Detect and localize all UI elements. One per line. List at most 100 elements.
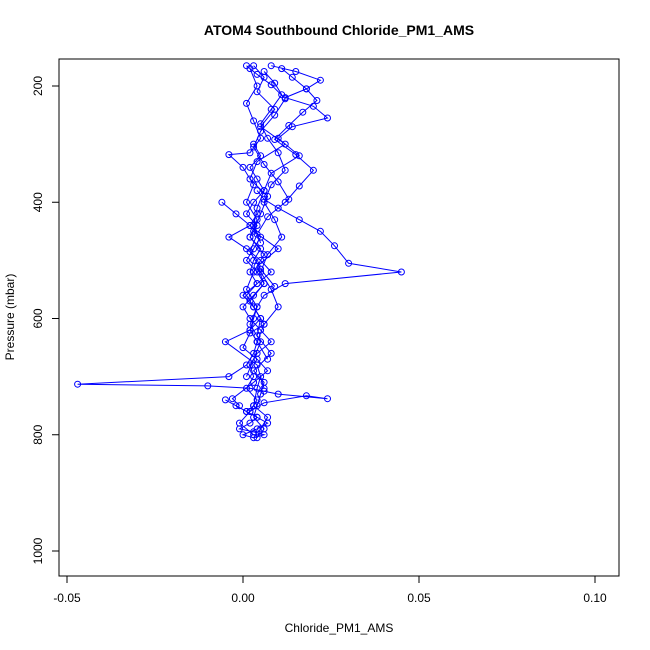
data-point bbox=[295, 182, 303, 190]
data-point bbox=[264, 355, 272, 363]
data-point bbox=[243, 198, 250, 206]
data-point bbox=[264, 213, 272, 221]
data-point bbox=[253, 210, 261, 218]
plot-area bbox=[74, 62, 405, 442]
data-point bbox=[271, 79, 279, 87]
series-line bbox=[273, 68, 318, 203]
data-point bbox=[250, 373, 258, 381]
data-point bbox=[292, 151, 300, 159]
data-point bbox=[246, 419, 254, 427]
data-point bbox=[281, 198, 289, 206]
series-line bbox=[249, 190, 402, 343]
data-point bbox=[278, 65, 286, 73]
data-point bbox=[274, 390, 282, 398]
data-point bbox=[271, 283, 279, 290]
data-point bbox=[260, 198, 268, 206]
data-point bbox=[246, 408, 254, 415]
plot-frame bbox=[58, 58, 620, 577]
data-point bbox=[267, 81, 275, 89]
series-line bbox=[224, 143, 265, 389]
data-point bbox=[243, 384, 250, 392]
data-point bbox=[243, 291, 250, 299]
y-tick-label: 800 bbox=[31, 424, 45, 444]
data-point bbox=[260, 320, 268, 328]
data-point bbox=[250, 143, 258, 151]
data-point bbox=[309, 166, 317, 174]
data-point bbox=[243, 408, 250, 415]
data-point bbox=[225, 151, 233, 159]
series-6 bbox=[225, 65, 268, 381]
data-point bbox=[246, 175, 254, 183]
data-point bbox=[302, 85, 310, 93]
x-tick-label: -0.05 bbox=[53, 591, 81, 605]
data-point bbox=[253, 396, 261, 404]
y-tick-label: 1000 bbox=[31, 537, 45, 564]
data-point bbox=[204, 382, 212, 390]
data-point bbox=[225, 233, 233, 241]
data-point bbox=[246, 268, 254, 276]
data-point bbox=[253, 187, 261, 195]
data-point bbox=[74, 380, 82, 388]
data-point bbox=[253, 384, 261, 392]
data-point bbox=[267, 349, 275, 357]
data-point bbox=[288, 123, 296, 131]
data-point bbox=[324, 395, 331, 403]
data-point bbox=[246, 149, 254, 157]
x-axis: -0.05 0.00 0.05 0.10 bbox=[53, 576, 607, 605]
data-point bbox=[271, 111, 279, 119]
data-point bbox=[302, 392, 310, 400]
data-point bbox=[232, 210, 240, 218]
series-5 bbox=[218, 198, 275, 410]
data-point bbox=[221, 396, 229, 404]
data-point bbox=[253, 158, 261, 166]
y-tick-label: 400 bbox=[31, 192, 45, 212]
data-point bbox=[250, 117, 258, 125]
data-point bbox=[264, 367, 272, 375]
x-tick-label: 0.00 bbox=[231, 591, 255, 605]
data-point bbox=[285, 122, 293, 129]
data-point bbox=[264, 251, 272, 259]
y-axis: 200 400 600 800 1000 bbox=[31, 76, 59, 564]
data-point bbox=[239, 303, 247, 311]
data-point bbox=[239, 163, 247, 171]
data-point bbox=[281, 166, 289, 174]
data-point bbox=[264, 419, 272, 427]
data-point bbox=[246, 297, 254, 305]
data-point bbox=[397, 268, 405, 276]
data-point bbox=[274, 149, 282, 157]
data-point bbox=[246, 163, 254, 171]
data-point bbox=[253, 361, 261, 369]
data-point bbox=[243, 373, 250, 381]
data-point bbox=[316, 76, 324, 84]
data-point bbox=[250, 198, 258, 206]
y-tick-label: 200 bbox=[31, 76, 45, 96]
data-point bbox=[260, 291, 268, 299]
data-point bbox=[243, 99, 250, 107]
data-point bbox=[246, 326, 254, 334]
series-line bbox=[225, 399, 269, 439]
data-point bbox=[274, 204, 282, 212]
data-point bbox=[239, 344, 247, 352]
data-point bbox=[239, 431, 247, 439]
data-point bbox=[232, 402, 240, 410]
data-point bbox=[253, 70, 261, 78]
y-axis-label: Pressure (mbar) bbox=[3, 274, 17, 361]
data-point bbox=[250, 434, 258, 442]
data-point bbox=[295, 216, 303, 224]
data-point bbox=[257, 326, 265, 334]
data-point bbox=[264, 134, 272, 142]
data-point bbox=[331, 242, 338, 250]
data-point bbox=[324, 114, 331, 122]
data-point bbox=[225, 373, 233, 381]
data-point bbox=[267, 169, 275, 177]
data-point bbox=[295, 152, 303, 160]
data-point bbox=[257, 210, 265, 218]
data-point bbox=[253, 338, 261, 346]
data-point bbox=[250, 303, 258, 311]
data-point bbox=[253, 413, 261, 421]
data-point bbox=[292, 68, 300, 75]
data-point bbox=[267, 268, 275, 276]
data-point bbox=[288, 73, 296, 81]
y-tick-label: 600 bbox=[31, 308, 45, 328]
data-point bbox=[257, 127, 265, 135]
